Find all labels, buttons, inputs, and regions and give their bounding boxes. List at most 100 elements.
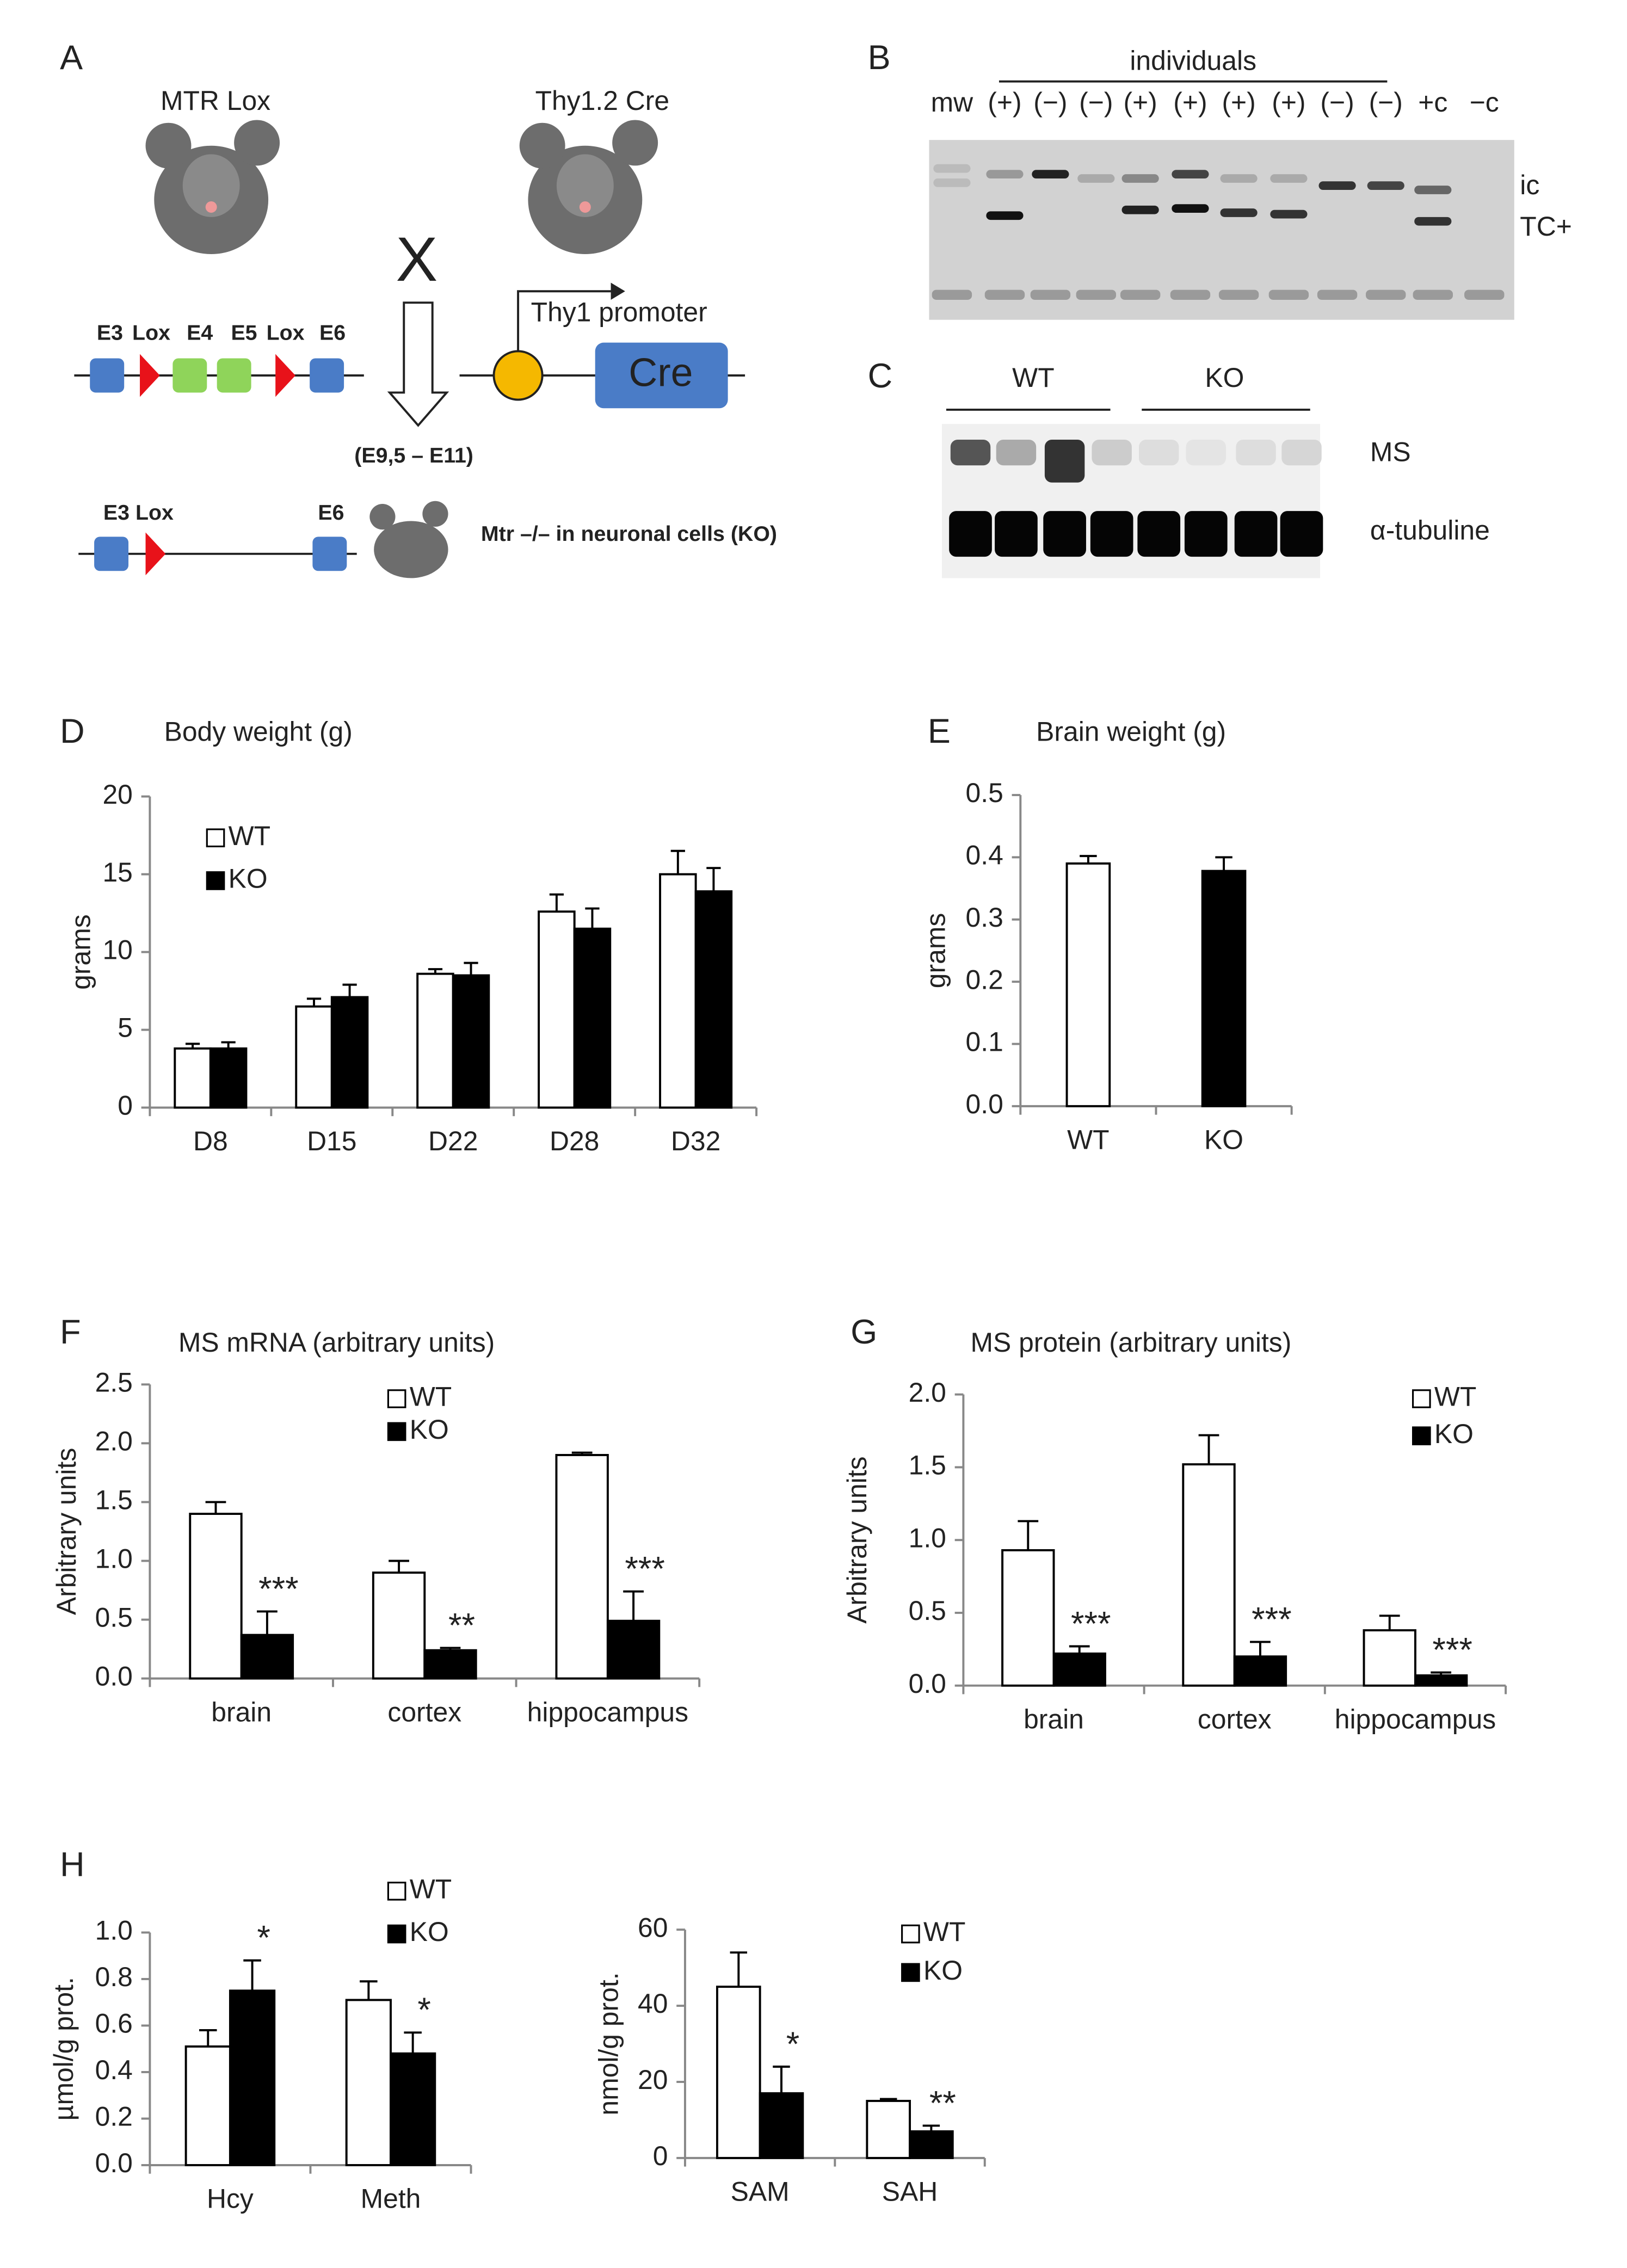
gel	[929, 140, 1514, 320]
significance: *	[257, 1919, 270, 1957]
gel-band	[986, 170, 1024, 179]
y-tick-label: 40	[638, 1988, 668, 2019]
y-tick-label: 1.0	[909, 1523, 946, 1553]
y-tick-label: 1.0	[95, 1544, 133, 1574]
gel-band	[1172, 170, 1209, 179]
band-label: TC+	[1520, 211, 1572, 242]
y-tick-label: 0.2	[95, 2101, 133, 2132]
bar	[1052, 1652, 1106, 1687]
legend-label: KO	[1434, 1419, 1474, 1449]
blot-band	[1044, 440, 1085, 483]
gel-band	[1317, 289, 1358, 300]
gel-band	[1121, 205, 1159, 214]
bar	[573, 927, 612, 1109]
gel-band	[1270, 174, 1308, 183]
bar	[372, 1571, 426, 1680]
gel-band	[1366, 289, 1406, 300]
lane-label: (+)	[1222, 87, 1255, 118]
y-tick-label: 1.5	[909, 1450, 946, 1481]
panel-letter: A	[60, 39, 83, 77]
y-axis-label: Arbitrary units	[842, 1457, 872, 1624]
panel-b: B individuals ic TC+ mw (+) (−) (−) (+) (+) (+…	[868, 39, 1572, 320]
bar	[209, 1047, 248, 1109]
group-label: WT	[1012, 362, 1054, 393]
bar	[909, 2130, 954, 2159]
bar	[1001, 1549, 1055, 1687]
bar	[1065, 862, 1111, 1107]
exon-label: E4	[187, 321, 213, 344]
y-tick-label: 2.5	[95, 1367, 133, 1397]
bar	[606, 1619, 661, 1680]
gene-label: Cre	[628, 350, 693, 395]
y-axis-label: nmol/g prot.	[594, 1972, 624, 2115]
blot-band	[1043, 511, 1086, 557]
legend-swatch	[901, 1924, 920, 1944]
blot-band	[1092, 440, 1132, 466]
gel-band	[986, 211, 1024, 220]
lane-label: (+)	[1173, 87, 1207, 118]
x-tick-label: cortex	[387, 1697, 461, 1727]
blot-band	[950, 440, 991, 466]
chart-title: MS mRNA (arbitrary units)	[178, 1327, 495, 1358]
bar	[229, 1989, 276, 2166]
legend-swatch	[387, 1882, 406, 1901]
gel-band	[1367, 181, 1404, 190]
y-axis-label: Arbitrary units	[51, 1448, 82, 1615]
blot-band	[1184, 511, 1228, 557]
bar	[452, 974, 490, 1109]
x-tick-label: Meth	[361, 2184, 421, 2214]
bar	[330, 996, 369, 1109]
panel-a: A MTR Lox Thy1.2 Cre X (E9,5 – E11) E3 L…	[60, 39, 777, 578]
x-tick-label: SAM	[731, 2177, 790, 2207]
row-label: α-tubuline	[1370, 515, 1490, 546]
bar	[390, 2052, 436, 2166]
lane-label: (−)	[1369, 87, 1403, 118]
legend-swatch	[387, 1422, 406, 1441]
y-tick-label: 0	[653, 2141, 668, 2171]
lane-label: (+)	[1272, 87, 1305, 118]
gel-band	[1030, 289, 1071, 300]
timing: (E9,5 – E11)	[354, 443, 473, 467]
exon-label: E6	[318, 501, 344, 525]
bar	[694, 890, 733, 1109]
gel-band	[1414, 217, 1452, 226]
x-tick-label: KO	[1204, 1125, 1243, 1155]
cross: X	[396, 225, 437, 294]
gel-band	[1318, 181, 1356, 190]
legend-label: KO	[229, 864, 268, 894]
legend-swatch	[206, 871, 225, 890]
lane-label: (−)	[1033, 87, 1067, 118]
x-tick-label: D28	[550, 1126, 599, 1156]
y-tick-label: 0.3	[966, 902, 1003, 933]
gel-band	[1120, 289, 1161, 300]
significance: ***	[1252, 1600, 1291, 1638]
promoter-label: Thy1 promoter	[531, 297, 707, 327]
legend-label: WT	[923, 1916, 965, 1947]
x-tick-label: D32	[671, 1126, 720, 1156]
panel-letter: E	[928, 712, 951, 750]
bar	[174, 1047, 212, 1109]
band-label: ic	[1520, 170, 1539, 200]
exon-label: E3 Lox	[103, 501, 174, 525]
y-tick-label: 20	[638, 2064, 668, 2095]
row-label: MS	[1370, 436, 1411, 467]
y-tick-label: 0.5	[95, 1603, 133, 1633]
group-label: individuals	[1130, 46, 1256, 76]
y-tick-label: 0.8	[95, 1962, 133, 1992]
chart: E Brain weight (g) grams 0.0 0.1 0.2 0.3 0.4 0.5…	[920, 712, 1293, 1155]
x-tick-label: D22	[428, 1126, 478, 1156]
chart: G MS protein (arbitrary units) Arbitrary u…	[842, 1313, 1507, 1734]
legend-swatch	[387, 1924, 406, 1944]
gel-band	[1170, 289, 1211, 300]
bar	[423, 1649, 477, 1680]
exon	[312, 537, 347, 571]
arrow	[387, 301, 449, 427]
bar	[866, 2099, 911, 2159]
y-tick-label: 60	[638, 1912, 668, 1943]
arrowhead	[611, 282, 625, 300]
blot-band	[1234, 511, 1278, 557]
bar	[345, 1999, 392, 2166]
bar	[538, 910, 576, 1109]
y-tick-label: 0.4	[95, 2055, 133, 2085]
